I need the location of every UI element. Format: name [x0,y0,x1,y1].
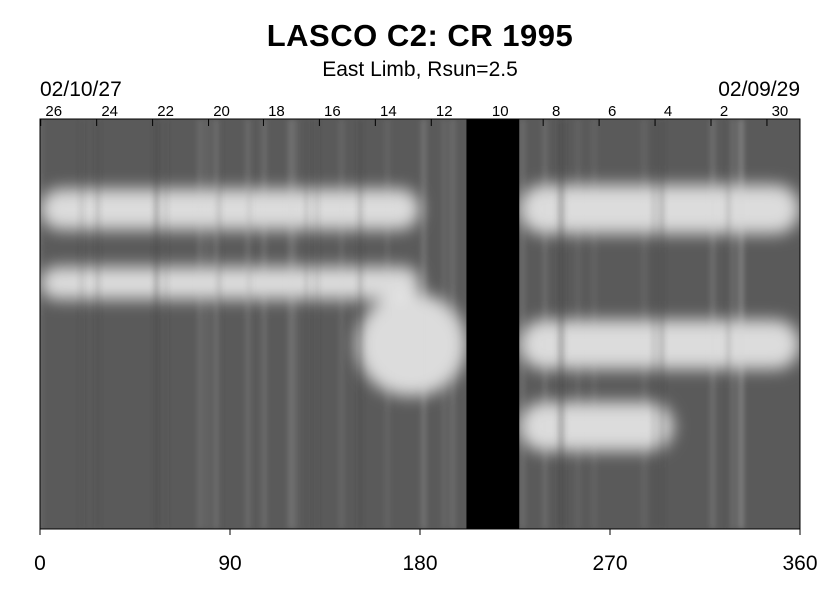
chart-title: LASCO C2: CR 1995 [266,18,574,53]
heatmap-area [40,119,800,529]
day-tick-label: 10 [492,103,509,120]
start-date-label: 02/10/27 [40,78,122,101]
x-tick-label: 0 [34,552,46,575]
chart-subtitle: East Limb, Rsun=2.5 [322,58,518,81]
day-tick-label: 12 [436,103,453,120]
bright-band [519,401,674,452]
streaks [40,119,743,529]
day-tick-label: 30 [772,103,789,120]
data-gap [466,119,520,529]
x-tick-label: 360 [782,552,817,575]
day-tick-label: 14 [380,103,397,120]
bright-band [40,266,420,300]
bright-band [40,188,420,230]
day-tick-label: 4 [664,103,672,120]
day-tick-label: 8 [552,103,560,120]
x-tick-label: 90 [218,552,241,575]
bright-band [356,293,467,396]
day-tick-label: 2 [720,103,728,120]
day-tick-label: 22 [157,103,174,120]
day-tick-label: 20 [213,103,230,120]
day-tick-label: 18 [268,103,285,120]
day-tick-label: 26 [45,103,62,120]
day-tick-label: 6 [608,103,616,120]
x-tick-label: 270 [592,552,627,575]
day-tick-label: 16 [324,103,341,120]
end-date-label: 02/09/29 [718,78,800,101]
day-tick-label: 24 [101,103,118,120]
top-axis: 26 24 22 20 18 16 14 12 10 8 6 4 2 30 [40,103,789,126]
bottom-axis: 0 90 180 270 360 [34,529,818,575]
x-tick-label: 180 [402,552,437,575]
